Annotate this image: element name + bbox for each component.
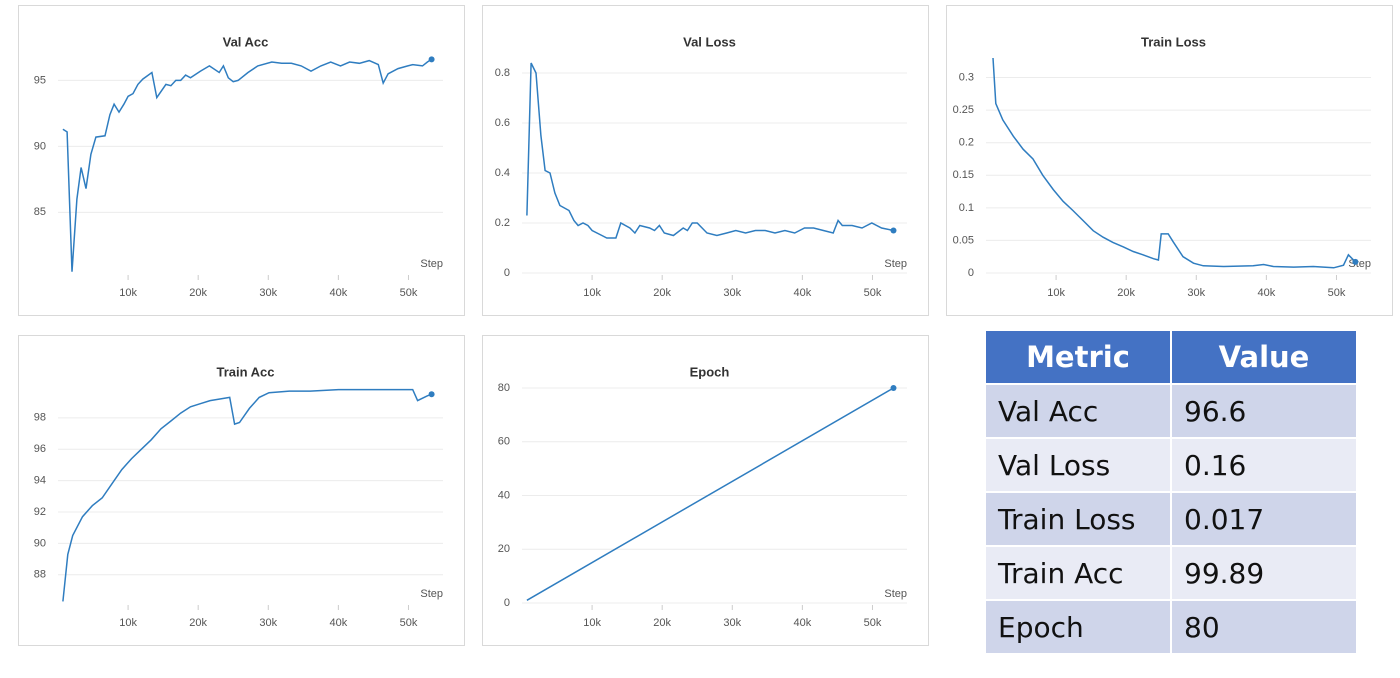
line <box>992 57 1356 269</box>
y-tick-label: 0.3 <box>959 71 974 83</box>
table-row: Val Loss 0.16 <box>986 439 1356 491</box>
cell: Epoch <box>986 601 1170 653</box>
table-row: Val Acc 96.6 <box>986 385 1356 437</box>
panel <box>482 5 929 316</box>
y-tick-label: 95 <box>34 74 46 86</box>
end-point <box>1352 258 1359 265</box>
y-tick-label: 0 <box>504 267 510 279</box>
y-tick-label: 20 <box>498 543 510 555</box>
x-tick-label: 10k <box>583 287 601 299</box>
end-point <box>428 391 435 398</box>
end-point <box>428 56 435 63</box>
x-tick-label: 30k <box>259 617 277 629</box>
x-axis-label: Step <box>1348 258 1371 270</box>
x-axis-label: Step <box>420 258 443 270</box>
x-tick-label: 10k <box>583 617 601 629</box>
y-tick-label: 85 <box>34 206 46 218</box>
x-tick-label: 50k <box>1328 287 1346 299</box>
table-row: Epoch 80 <box>986 601 1356 653</box>
x-tick-label: 40k <box>329 287 347 299</box>
y-tick-label: 90 <box>34 537 46 549</box>
panel <box>18 5 465 316</box>
x-tick-label: 30k <box>723 617 741 629</box>
x-axis-label: Step <box>884 258 907 270</box>
chart-title: Val Loss <box>683 34 736 49</box>
x-tick-label: 40k <box>793 617 811 629</box>
header-cell: Metric <box>986 331 1170 383</box>
x-axis-label: Step <box>884 588 907 600</box>
y-tick-label: 0.8 <box>495 67 510 79</box>
table-row: Train Acc 99.89 <box>986 547 1356 599</box>
x-tick-label: 30k <box>1187 287 1205 299</box>
chart-title: Epoch <box>690 364 730 379</box>
cell: Train Loss <box>986 493 1170 545</box>
cell: Val Acc <box>986 385 1170 437</box>
y-tick-label: 40 <box>498 489 510 501</box>
cell: Val Loss <box>986 439 1170 491</box>
line <box>62 58 433 272</box>
cell: 99.89 <box>1172 547 1356 599</box>
x-tick-label: 10k <box>119 617 137 629</box>
panel <box>946 5 1393 316</box>
y-tick-label: 0.25 <box>953 104 974 116</box>
cell: 80 <box>1172 601 1356 653</box>
metric-table: Metric Value Val Acc 96.6 Val Loss 0.16 Tr… <box>984 329 1358 655</box>
y-tick-label: 0.4 <box>495 167 510 179</box>
x-tick-label: 30k <box>259 287 277 299</box>
y-tick-label: 88 <box>34 569 46 581</box>
x-tick-label: 50k <box>864 617 882 629</box>
x-tick-label: 20k <box>189 287 207 299</box>
x-tick-label: 50k <box>864 287 882 299</box>
y-tick-label: 0.15 <box>953 169 974 181</box>
x-tick-label: 40k <box>329 617 347 629</box>
cell: 96.6 <box>1172 385 1356 437</box>
y-tick-label: 0.05 <box>953 234 974 246</box>
x-tick-label: 40k <box>793 287 811 299</box>
y-tick-label: 0.2 <box>495 217 510 229</box>
x-tick-label: 10k <box>119 287 137 299</box>
y-tick-label: 98 <box>34 412 46 424</box>
chart-title: Train Loss <box>1141 34 1206 49</box>
x-tick-label: 50k <box>400 617 418 629</box>
y-tick-label: 96 <box>34 443 46 455</box>
end-point <box>890 227 897 234</box>
y-tick-label: 0.2 <box>959 137 974 149</box>
header-cell: Value <box>1172 331 1356 383</box>
panel <box>18 335 465 646</box>
y-tick-label: 92 <box>34 506 46 518</box>
x-tick-label: 10k <box>1047 287 1065 299</box>
cell: 0.16 <box>1172 439 1356 491</box>
y-tick-label: 0 <box>504 597 510 609</box>
table-row: Train Loss 0.017 <box>986 493 1356 545</box>
x-tick-label: 40k <box>1257 287 1275 299</box>
x-tick-label: 20k <box>189 617 207 629</box>
x-tick-label: 20k <box>653 287 671 299</box>
x-tick-label: 50k <box>400 287 418 299</box>
y-tick-label: 0.6 <box>495 117 510 129</box>
x-tick-label: 30k <box>723 287 741 299</box>
line <box>526 387 894 601</box>
x-axis-label: Step <box>420 588 443 600</box>
chart-title: Train Acc <box>216 364 274 379</box>
chart-title: Val Acc <box>223 34 269 49</box>
line <box>526 62 894 239</box>
cell: Train Acc <box>986 547 1170 599</box>
line <box>62 388 432 602</box>
table-header: Metric Value <box>986 331 1356 383</box>
y-tick-label: 90 <box>34 140 46 152</box>
y-tick-label: 0 <box>968 267 974 279</box>
panel <box>482 335 929 646</box>
y-tick-label: 60 <box>498 436 510 448</box>
y-tick-label: 80 <box>498 382 510 394</box>
y-tick-label: 94 <box>34 474 46 486</box>
y-tick-label: 0.1 <box>959 202 974 214</box>
cell: 0.017 <box>1172 493 1356 545</box>
x-tick-label: 20k <box>653 617 671 629</box>
x-tick-label: 20k <box>1117 287 1135 299</box>
end-point <box>890 385 897 391</box>
